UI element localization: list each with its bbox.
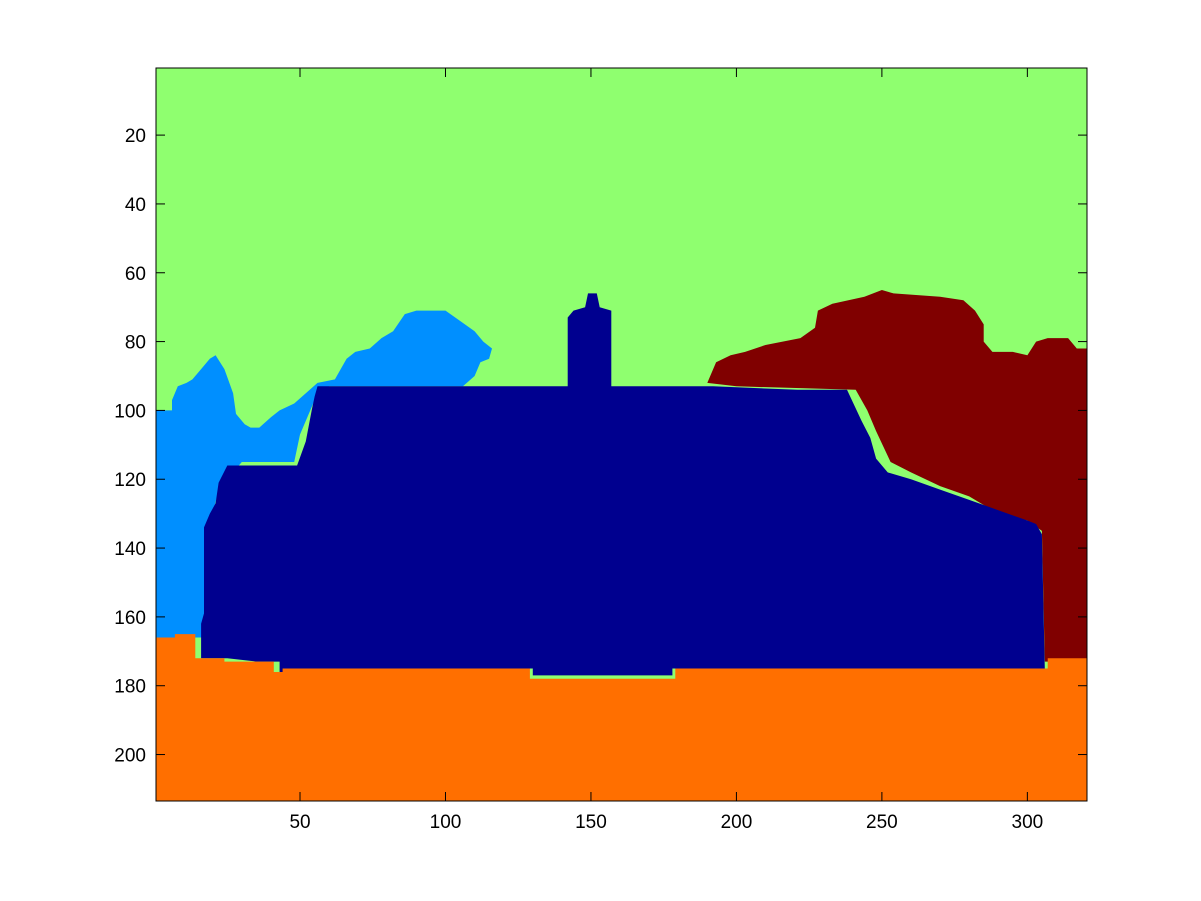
x-tick-label: 250 — [866, 812, 898, 833]
y-tick-label: 200 — [114, 746, 146, 767]
x-tick-label: 200 — [721, 812, 753, 833]
y-tick-label: 140 — [114, 539, 146, 560]
x-axis: 50 100 150 200 250 300 — [289, 68, 1043, 833]
region-ground — [156, 634, 1087, 801]
y-tick-label: 120 — [114, 470, 146, 491]
x-tick-label: 50 — [289, 812, 310, 833]
plot-area — [156, 68, 1087, 801]
y-tick-label: 80 — [125, 333, 146, 354]
axes-box — [155, 67, 1088, 802]
y-axis: 20 40 60 80 100 120 140 160 180 200 — [114, 126, 1087, 767]
y-tick-label: 180 — [114, 677, 146, 698]
y-tick-label: 40 — [125, 195, 146, 216]
x-tick-label: 150 — [575, 812, 607, 833]
y-tick-label: 60 — [125, 264, 146, 285]
region-tree-right — [707, 290, 1087, 662]
y-tick-label: 20 — [125, 126, 146, 147]
x-tick-label: 300 — [1012, 812, 1044, 833]
y-tick-label: 160 — [114, 608, 146, 629]
x-tick-label: 100 — [430, 812, 462, 833]
axes-frame — [155, 67, 1088, 802]
y-tick-label: 100 — [114, 401, 146, 422]
region-building — [201, 293, 1045, 676]
